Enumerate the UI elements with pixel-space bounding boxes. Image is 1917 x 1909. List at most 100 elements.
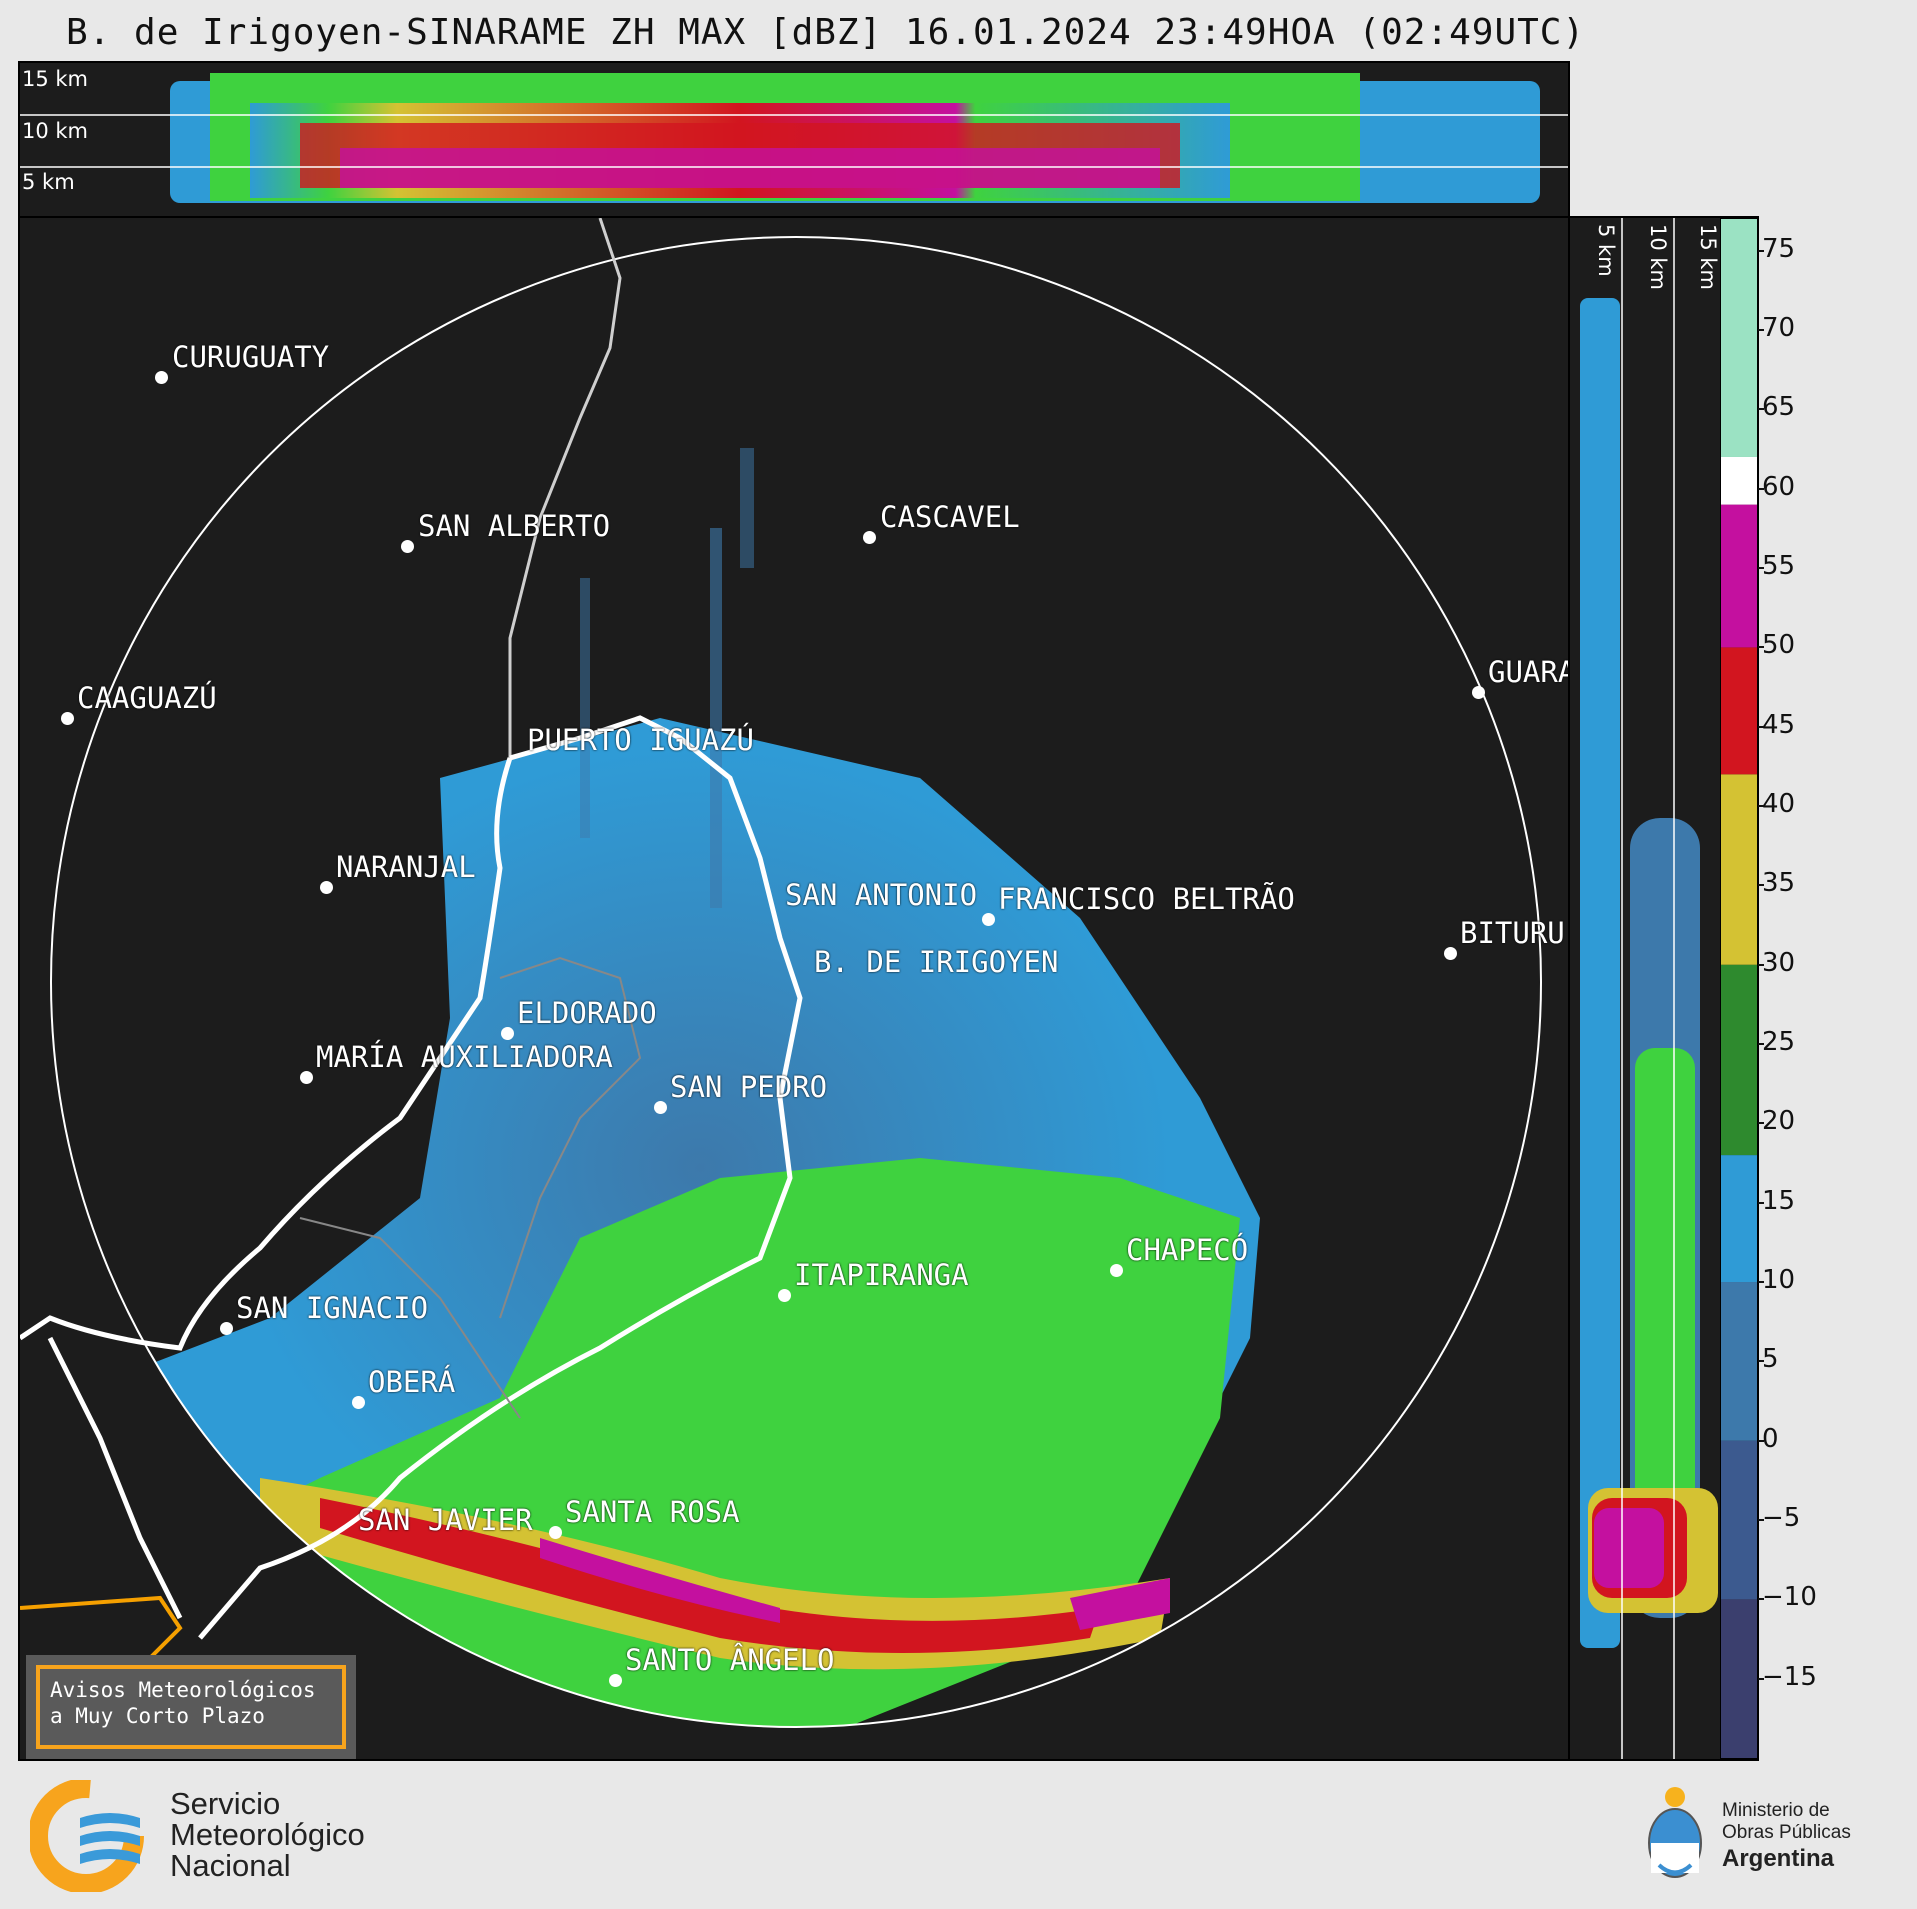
- city-dot-eldorado: [501, 1027, 514, 1040]
- city-dot-chapeco: [1110, 1264, 1123, 1277]
- colorbar-band-2: [1721, 1282, 1757, 1441]
- city-obera: OBERÁ: [368, 1365, 456, 1399]
- colorbar-tickmark-3: [1758, 487, 1764, 490]
- smn-line2: Meteorológico: [170, 1817, 365, 1852]
- colorbar-band-7: [1721, 504, 1757, 648]
- colorbar-tick-9: 30: [1762, 947, 1796, 978]
- colorbar-tick-12: 15: [1762, 1185, 1796, 1216]
- city-maria-auxiliadora: MARÍA AUXILIADORA: [316, 1040, 613, 1074]
- argentina-emblem-icon: [1645, 1785, 1705, 1885]
- colorbar-tick-11: 20: [1762, 1106, 1796, 1137]
- colorbar-tickmark-2: [1758, 408, 1764, 411]
- colorbar-tickmark-4: [1758, 567, 1764, 570]
- city-dot-cascavel: [863, 531, 876, 544]
- colorbar-tick-6: 45: [1762, 709, 1796, 740]
- city-dot-caaguazu: [61, 712, 74, 725]
- colorbar-tickmark-16: [1758, 1519, 1764, 1521]
- smn-line1: Servicio: [170, 1786, 281, 1821]
- colorbar-band-9: [1721, 219, 1757, 457]
- colorbar-tick-16: −5: [1762, 1503, 1801, 1533]
- colorbar-band-0: [1721, 1599, 1757, 1758]
- city-dot-bituru: [1444, 947, 1457, 960]
- colorbar-tick-17: −10: [1762, 1582, 1817, 1613]
- colorbar-tickmark-5: [1758, 646, 1764, 649]
- side-label-10km: 10 km: [1646, 224, 1670, 291]
- city-san-javier: SAN JAVIER: [358, 1503, 533, 1537]
- colorbar-tick-4: 55: [1762, 551, 1796, 582]
- colorbar-tickmark-14: [1758, 1360, 1764, 1363]
- city-puerto-iguazu: PUERTO IGUAZÚ: [527, 723, 754, 757]
- colorbar-tick-8: 35: [1762, 868, 1796, 899]
- colorbar-tickmark-17: [1758, 1598, 1764, 1601]
- radar-map-svg: [20, 218, 1542, 1728]
- colorbar-tick-14: 5: [1762, 1344, 1779, 1375]
- city-dot-san-ignacio: [220, 1322, 233, 1335]
- colorbar-tick-7: 40: [1762, 789, 1796, 820]
- colorbar-tickmark-9: [1758, 963, 1764, 966]
- ministry-line3: Argentina: [1722, 1845, 1835, 1872]
- side-label-15km: 15 km: [1696, 224, 1720, 291]
- city-chapeco: CHAPECÓ: [1126, 1233, 1249, 1267]
- colorbar-tick-10: 25: [1762, 1027, 1796, 1058]
- smn-name: Servicio Meteorológico Nacional: [170, 1788, 365, 1881]
- side-label-5km: 5 km: [1594, 224, 1618, 277]
- city-dot-san-pedro: [654, 1101, 667, 1114]
- colorbar-tickmark-8: [1758, 884, 1764, 887]
- city-santa-rosa: SANTA ROSA: [565, 1495, 740, 1529]
- colorbar-tickmark-0: [1758, 249, 1764, 252]
- colorbar-tick-15: 0: [1762, 1423, 1779, 1454]
- city-dot-santa-rosa: [549, 1526, 562, 1539]
- city-bituru: BITURU: [1460, 916, 1565, 950]
- city-san-alberto: SAN ALBERTO: [418, 509, 611, 543]
- colorbar-tickmark-13: [1758, 1281, 1764, 1284]
- colorbar-tick-3: 60: [1762, 471, 1796, 502]
- city-dot-itapiranga: [778, 1289, 791, 1302]
- city-dot-curuguaty: [155, 371, 168, 384]
- city-dot-francisco-beltrao: [982, 913, 995, 926]
- city-dot-san-alberto: [401, 540, 414, 553]
- colorbar-tickmark-12: [1758, 1201, 1764, 1204]
- warning-line1: Avisos Meteorológicos: [50, 1678, 316, 1702]
- colorbar-tickmark-18: [1758, 1677, 1764, 1680]
- city-dot-obera: [352, 1396, 365, 1409]
- colorbar-tickmark-1: [1758, 329, 1764, 332]
- top-cross-section: 15 km 10 km 5 km: [18, 61, 1570, 218]
- colorbar-tickmark-6: [1758, 725, 1764, 728]
- city-b-de-irigoyen: B. DE IRIGOYEN: [814, 945, 1059, 979]
- radar-echo: [140, 448, 1260, 1727]
- colorbar: [1720, 218, 1758, 1759]
- top-label-15km: 15 km: [22, 67, 89, 91]
- colorbar-tickmark-11: [1758, 1122, 1764, 1125]
- colorbar-tickmark-10: [1758, 1043, 1764, 1046]
- ministry-name: Ministerio de Obras Públicas Argentina: [1722, 1800, 1851, 1874]
- colorbar-band-1: [1721, 1440, 1757, 1600]
- city-san-pedro: SAN PEDRO: [670, 1070, 828, 1104]
- city-santo-angelo: SANTO ÂNGELO: [625, 1643, 835, 1677]
- city-san-ignacio: SAN IGNACIO: [236, 1291, 429, 1325]
- map-title: B. de Irigoyen-SINARAME ZH MAX [dBZ] 16.…: [66, 12, 1586, 53]
- colorbar-tick-18: −15: [1762, 1661, 1817, 1692]
- city-caaguazu: CAAGUAZÚ: [77, 681, 217, 715]
- top-label-10km: 10 km: [22, 119, 89, 143]
- radar-map: CURUGUATY SAN ALBERTO CASCAVEL CAAGUAZÚ …: [18, 216, 1570, 1761]
- top-label-5km: 5 km: [22, 170, 75, 194]
- smn-logo: [28, 1778, 148, 1894]
- city-itapiranga: ITAPIRANGA: [794, 1258, 969, 1292]
- top-cross-section-echo: [20, 73, 1568, 203]
- colorbar-svg: [1721, 219, 1757, 1758]
- colorbar-tick-1: 70: [1762, 313, 1796, 344]
- colorbar-tick-13: 10: [1762, 1265, 1796, 1296]
- city-san-antonio: SAN ANTONIO: [785, 878, 978, 912]
- city-naranjal: NARANJAL: [336, 850, 476, 884]
- colorbar-band-6: [1721, 647, 1757, 775]
- colorbar-tick-0: 75: [1762, 233, 1796, 264]
- city-guara: GUARA: [1488, 655, 1570, 689]
- colorbar-band-8: [1721, 456, 1757, 505]
- smn-logo-icon: [28, 1778, 144, 1894]
- colorbar-band-5: [1721, 774, 1757, 965]
- colorbar-tick-5: 50: [1762, 630, 1796, 661]
- colorbar-tickmark-15: [1758, 1439, 1764, 1442]
- warning-box[interactable]: Avisos Meteorológicos a Muy Corto Plazo: [26, 1655, 356, 1759]
- city-cascavel: CASCAVEL: [880, 500, 1020, 534]
- smn-line3: Nacional: [170, 1848, 291, 1883]
